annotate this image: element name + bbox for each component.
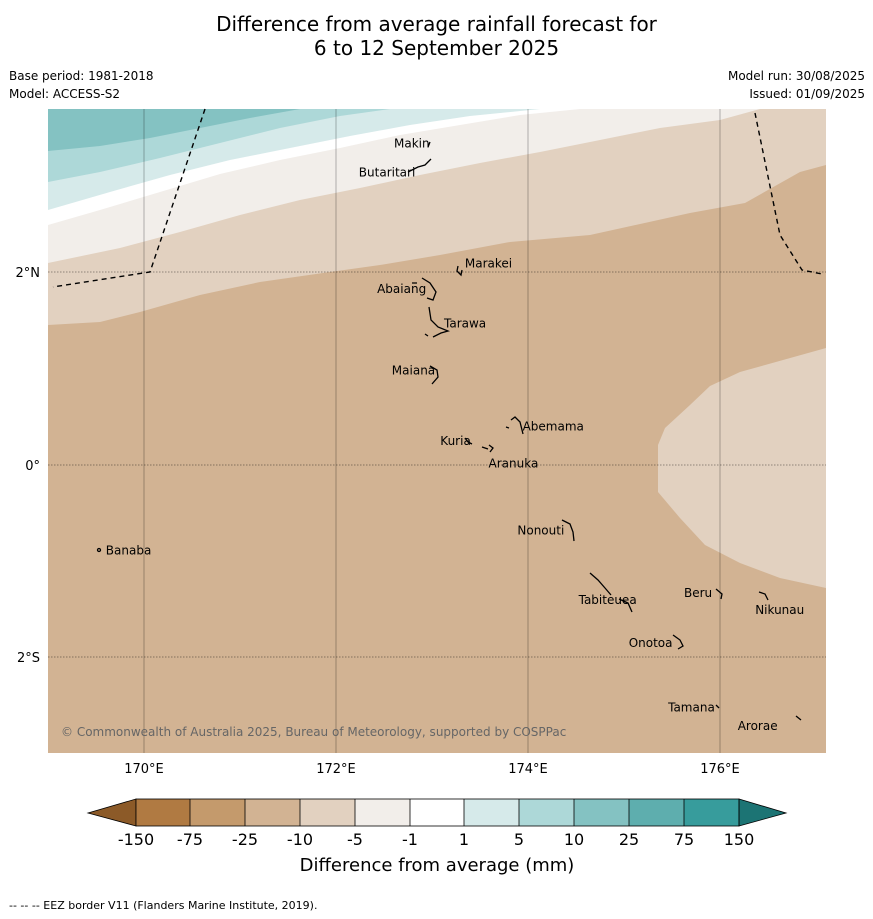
colorbar-tick: 10 [564, 830, 584, 849]
colorbar-tick: -75 [177, 830, 203, 849]
colorbar-label: Difference from average (mm) [300, 855, 575, 876]
lat-axis: 2°N 0° 2°S [16, 266, 41, 666]
colorbar-bin-11 [684, 799, 739, 826]
title-line-2: 6 to 12 September 2025 [313, 36, 560, 60]
island-nikunau [758, 591, 769, 601]
colorbar-tick: -1 [402, 830, 418, 849]
map-title: Difference from average rainfall forecas… [0, 12, 873, 60]
place-label-marakei: Marakei [465, 257, 512, 271]
island-beru [715, 588, 723, 600]
meta-right: Model run: 30/08/2025 Issued: 01/09/2025 [728, 67, 865, 103]
lon-label-176e: 176°E [700, 762, 740, 777]
colorbar-bin-9 [574, 799, 630, 826]
place-label-tarawa: Tarawa [443, 316, 486, 330]
island-marakei [456, 265, 463, 277]
base-period: Base period: 1981-2018 [9, 69, 154, 83]
colorbar-extend-high [738, 798, 788, 827]
colorbar-tick: -10 [287, 830, 313, 849]
place-label-nikunau: Nikunau [755, 603, 804, 617]
copyright-notice: © Commonwealth of Australia 2025, Bureau… [61, 725, 566, 739]
island-makin [427, 141, 431, 148]
meta-left: Base period: 1981-2018 Model: ACCESS-S2 [9, 67, 154, 103]
colorbar-bin-3 [245, 799, 301, 826]
island-abemama [505, 416, 524, 435]
island-arorae [795, 715, 802, 721]
lon-axis: 170°E 172°E 174°E 176°E [124, 762, 740, 777]
colorbar-bin-4 [300, 799, 356, 826]
colorbar-bin-10 [629, 799, 685, 826]
place-label-tabiteuea: Tabiteuea [578, 593, 637, 607]
island-tarawa [424, 306, 451, 338]
place-label-aranuka: Aranuka [489, 457, 539, 471]
eez-border [52, 108, 823, 288]
colorbar-bin-2 [190, 799, 246, 826]
lat-label-0: 0° [25, 459, 40, 474]
lon-label-174e: 174°E [508, 762, 548, 777]
island-tabiteuea [589, 572, 633, 613]
place-label-tamana: Tamana [667, 701, 715, 715]
colorbar-bin-8 [519, 799, 575, 826]
lon-label-170e: 170°E [124, 762, 164, 777]
place-label-butaritari: Butaritari [359, 166, 416, 180]
model-run: Model run: 30/08/2025 [727, 69, 865, 83]
colorbar-bin-1 [136, 799, 191, 826]
place-label-beru: Beru [684, 586, 712, 600]
colorbar-tick: 25 [619, 830, 639, 849]
place-label-kuria: Kuria [440, 434, 471, 448]
colorbar-bin-5 [355, 799, 411, 826]
island-tamana [715, 704, 720, 709]
colorbar-tick: 75 [674, 830, 694, 849]
eez-legend: -- -- -- EEZ border V11 (Flanders Marine… [9, 899, 318, 912]
island-banaba [96, 547, 102, 553]
island-onotoa [672, 634, 684, 650]
place-label-abaiang: Abaiang [377, 282, 426, 296]
graticule [143, 109, 721, 753]
colorbar-tick: 5 [514, 830, 524, 849]
place-label-arorae: Arorae [738, 719, 778, 733]
rainfall-contours [48, 109, 826, 753]
islands [96, 141, 802, 721]
island-butaritari [407, 158, 432, 173]
colorbar-bin-6 [410, 799, 465, 826]
island-nonouti [561, 519, 575, 542]
model-name: Model: ACCESS-S2 [9, 87, 121, 101]
island-maiana [429, 365, 439, 385]
colorbar-tick: 1 [459, 830, 469, 849]
lon-label-172e: 172°E [316, 762, 356, 777]
colorbar: -150 -75 -25 -10 -5 -1 1 5 10 25 75 150 … [86, 798, 788, 876]
colorbar-tick: -25 [232, 830, 258, 849]
place-label-makin: Makin [394, 137, 430, 151]
latitude-lines [48, 271, 826, 658]
place-label-banaba: Banaba [106, 544, 152, 558]
colorbar-bin-7 [464, 799, 520, 826]
colorbar-tick: -150 [118, 830, 154, 849]
island-abaiang [412, 277, 437, 301]
place-label-onotoa: Onotoa [629, 636, 673, 650]
place-label-abemama: Abemama [523, 419, 584, 433]
colorbar-ticks: -150 -75 -25 -10 -5 -1 1 5 10 25 75 150 [118, 830, 754, 849]
lat-label-2n: 2°N [16, 266, 41, 281]
island-aranuka [481, 444, 494, 453]
contour-n10-n5-east [658, 348, 826, 588]
lat-label-2s: 2°S [17, 651, 40, 666]
title-line-1: Difference from average rainfall forecas… [216, 12, 657, 36]
contour-p10-p25 [48, 109, 300, 151]
place-label-maiana: Maiana [392, 364, 435, 378]
island-kuria [464, 437, 473, 445]
colorbar-tick: 150 [724, 830, 755, 849]
colorbar-tick: -5 [347, 830, 363, 849]
place-label-nonouti: Nonouti [517, 524, 564, 538]
place-labels: Makin Butaritari Marakei Abaiang Tarawa Maian… [106, 137, 804, 733]
issued-date: Issued: 01/09/2025 [749, 87, 865, 101]
colorbar-extend-low [86, 798, 137, 827]
